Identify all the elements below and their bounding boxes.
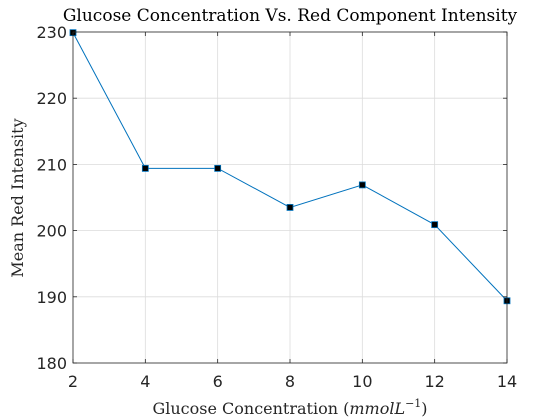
y-tick-label: 180 <box>36 354 67 373</box>
x-tick-label: 2 <box>68 372 78 391</box>
y-tick-label: 190 <box>36 288 67 307</box>
x-axis-title-exponent: −1 <box>405 397 421 410</box>
data-point-marker <box>214 164 222 172</box>
data-point-marker <box>141 164 149 172</box>
data-point-marker <box>431 221 439 229</box>
y-axis-title: Mean Red Intensity <box>8 118 27 277</box>
chart-title: Glucose Concentration Vs. Red Component … <box>63 6 518 26</box>
x-axis-title-prefix: Glucose Concentration ( <box>152 399 349 418</box>
x-tick-label: 10 <box>352 372 372 391</box>
y-axis: 180 190 200 210 220 230 <box>36 23 507 373</box>
y-tick-label: 200 <box>36 222 67 241</box>
x-axis-title: Glucose Concentration (mmolL−1) <box>152 397 427 418</box>
y-tick-label: 230 <box>36 23 67 42</box>
x-tick-label: 12 <box>424 372 444 391</box>
x-axis-title-unit: mmolL <box>349 399 405 418</box>
x-axis: 2 4 6 8 10 12 14 <box>68 32 517 391</box>
y-tick-label: 220 <box>36 89 67 108</box>
y-tick-label: 210 <box>36 155 67 174</box>
x-tick-label: 8 <box>285 372 295 391</box>
x-tick-label: 6 <box>213 372 223 391</box>
data-point-marker <box>358 181 366 189</box>
x-axis-title-suffix: ) <box>421 399 427 418</box>
x-tick-label: 14 <box>497 372 517 391</box>
data-point-marker <box>286 204 294 211</box>
x-tick-label: 4 <box>140 372 150 391</box>
